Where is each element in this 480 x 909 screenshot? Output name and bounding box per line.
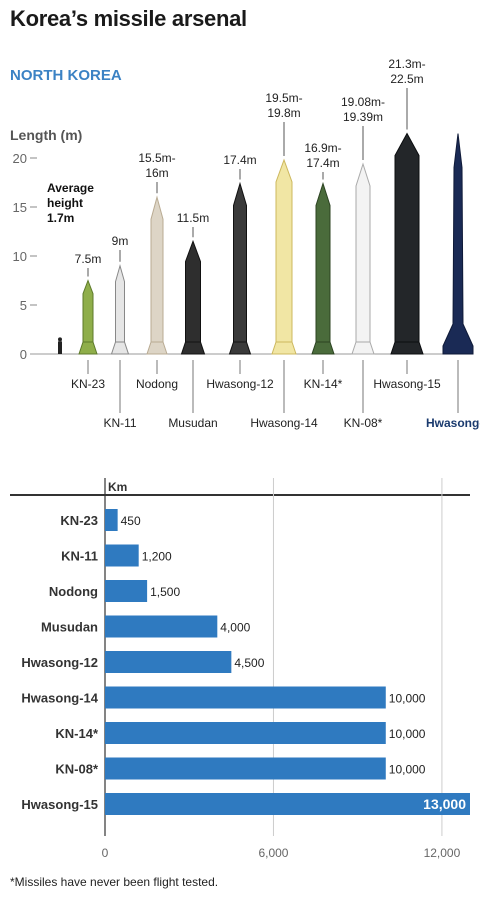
y-tick-label: 20 (13, 151, 27, 166)
x-tick-label: 12,000 (424, 846, 461, 860)
value-label-musudan: 4,000 (220, 621, 250, 635)
category-label-kn-11: KN-11 (103, 416, 136, 430)
missile-kn-14 (311, 181, 335, 355)
y-tick-label: 0 (20, 347, 27, 362)
category-label-hwasong-12: Hwasong-12 (21, 655, 98, 670)
category-label-musudan: Musudan (41, 620, 98, 635)
category-label-hwasong-14: Hwasong-14 (250, 416, 318, 430)
missile-kn-23 (78, 279, 98, 355)
category-label-kn-14: KN-14* (304, 377, 343, 391)
y-axis-label: Length (m) (10, 127, 82, 143)
value-label-hwasong-14: 10,000 (389, 692, 426, 706)
value-label-kn-08: 10,000 (389, 763, 426, 777)
missile-fins (180, 341, 206, 355)
x-tick-label: 6,000 (258, 846, 288, 860)
missile-kn-11 (110, 263, 130, 355)
value-label-kn-14: 16.9m-17.4m (304, 141, 341, 170)
value-label-hwasong-12: 17.4m (223, 153, 256, 167)
missile-hwasong-12 (228, 181, 252, 355)
category-label-hwasong-14: Hwasong-14 (21, 691, 98, 706)
chart-title: Korea’s missile arsenal (10, 6, 247, 31)
y-tick-label: 10 (13, 249, 27, 264)
missile-fins (228, 341, 252, 355)
value-label-kn-23: 7.5m (75, 252, 102, 266)
category-label-hwasong-15: Hwasong-15 (21, 797, 98, 812)
missile-fins (351, 341, 375, 355)
value-label-kn-23: 450 (121, 514, 141, 528)
category-label-kn-08: KN-08* (55, 762, 99, 777)
missile-fins (311, 341, 335, 355)
missile-fins (271, 341, 297, 355)
value-label-kn-11: 1,200 (142, 550, 172, 564)
missile-hwasong-8 (442, 133, 474, 355)
category-label-musudan: Musudan (168, 416, 217, 430)
value-label-kn-14: 10,000 (389, 727, 426, 741)
value-label-hwasong-15: 21.3m-22.5m (388, 57, 425, 86)
bar-kn-11 (105, 544, 139, 567)
value-label-kn-08: 19.08m-19.39m (341, 95, 385, 124)
missile-hwasong-15 (390, 132, 424, 355)
missile-fins (78, 341, 98, 355)
category-label-hwasong-8: Hwasong-8 (426, 416, 480, 430)
value-label-hwasong-12: 4,500 (234, 656, 264, 670)
value-label-nodong: 1,500 (150, 585, 180, 599)
missile-fins (390, 341, 424, 355)
value-label-hwasong-15: 13,000 (423, 796, 466, 812)
category-label-kn-23: KN-23 (71, 377, 105, 391)
category-label-kn-08: KN-08* (344, 416, 383, 430)
category-label-kn-23: KN-23 (60, 513, 98, 528)
person-silhouette-icon (58, 337, 62, 342)
reference-label: Average height 1.7m (47, 181, 94, 225)
bar-nodong (105, 580, 148, 602)
category-label-kn-11: KN-11 (61, 549, 98, 564)
missile-fins (110, 341, 130, 355)
value-label-hwasong-14: 19.5m-19.8m (265, 91, 302, 120)
person-body (58, 341, 62, 354)
missile-hwasong-14 (271, 158, 297, 355)
category-label-nodong: Nodong (49, 584, 98, 599)
bar-hwasong-15 (105, 793, 470, 815)
bar-kn-08 (105, 757, 386, 780)
missile-fins (146, 341, 168, 355)
footnote: *Missiles have never been flight tested. (10, 875, 219, 889)
missile-body (442, 133, 474, 355)
bar-kn-23 (105, 509, 118, 531)
category-label-kn-14: KN-14* (55, 726, 99, 741)
y-tick-label: 5 (20, 298, 27, 313)
bar-hwasong-12 (105, 651, 232, 673)
x-tick-label: 0 (102, 846, 109, 860)
missile-nodong (146, 195, 168, 355)
section-label: NORTH KOREA (10, 67, 122, 84)
category-label-hwasong-12: Hwasong-12 (206, 377, 274, 391)
top-rule (10, 494, 470, 496)
bar-hwasong-14 (105, 686, 386, 709)
missile-kn-08 (351, 162, 375, 355)
unit-label: Km (108, 480, 127, 494)
bar-kn-14 (105, 722, 386, 744)
category-label-hwasong-15: Hwasong-15 (373, 377, 441, 391)
missile-length-chart: Length (m) 0 5 10 15 20 Average height 1.7m 7.5m K… (10, 57, 480, 430)
value-label-musudan: 11.5m (177, 211, 209, 225)
category-label-nodong: Nodong (136, 377, 178, 391)
value-label-kn-11: 9m (112, 234, 129, 248)
value-label-nodong: 15.5m-16m (138, 151, 175, 180)
bar-musudan (105, 615, 218, 638)
y-tick-label: 15 (13, 200, 27, 215)
missile-musudan (180, 239, 206, 355)
